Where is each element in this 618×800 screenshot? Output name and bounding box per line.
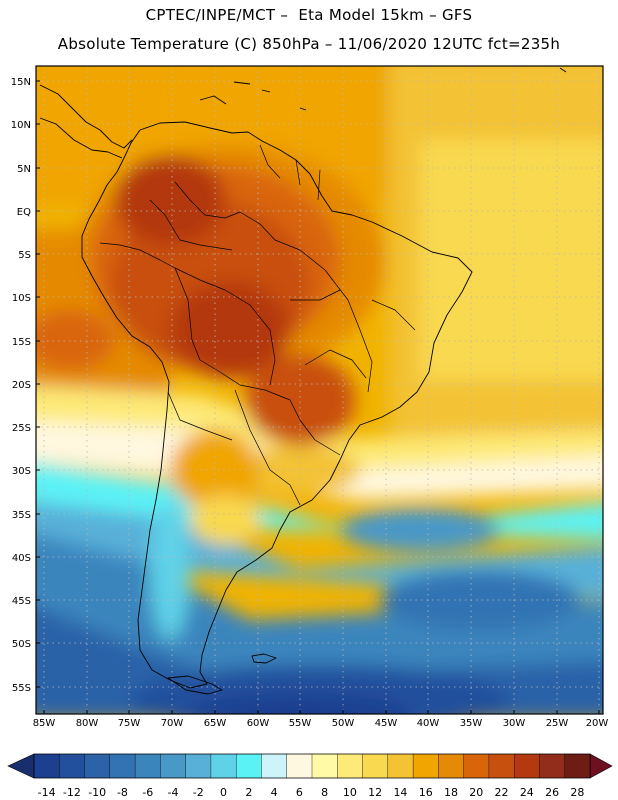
lon-label: 25W (546, 718, 569, 729)
lat-label: 25S (12, 423, 31, 434)
lon-label: 55W (289, 718, 312, 729)
colorbar-swatch (59, 753, 86, 779)
lat-label: 5S (18, 250, 31, 261)
colorbar-label: 18 (444, 786, 458, 799)
lat-label: 15N (11, 77, 31, 88)
colorbar-label: -2 (193, 786, 204, 799)
lon-label: 75W (118, 718, 141, 729)
lon-label: 85W (33, 718, 56, 729)
latitude-axis: 15N 10N 5N EQ 5S 10S 15S 20S 25S 30S 35S… (11, 77, 40, 694)
lon-label: 65W (204, 718, 227, 729)
caribbean-islands (199, 67, 567, 111)
south-america-coastline (81, 121, 473, 689)
longitude-axis: 85W 80W 75W 70W 65W 60W 55W 50W 45W 40W … (33, 710, 609, 729)
colorbar-swatch (362, 753, 389, 779)
colorbar-label: -8 (117, 786, 128, 799)
colorbar-swatch (261, 753, 288, 779)
colorbar-swatch (438, 753, 465, 779)
colorbar-label: -12 (63, 786, 81, 799)
colorbar-label: 14 (393, 786, 407, 799)
colorbar-label: 22 (495, 786, 509, 799)
tierra-del-fuego (167, 675, 223, 695)
coastlines (39, 67, 567, 695)
lon-label: 50W (332, 718, 355, 729)
lon-label: 20W (586, 718, 609, 729)
lon-label: 70W (161, 718, 184, 729)
colorbar-label: -6 (142, 786, 153, 799)
lat-label: 15S (12, 337, 31, 348)
lat-label: 10N (11, 120, 31, 131)
lat-label: 35S (12, 510, 31, 521)
colorbar-label: 16 (419, 786, 433, 799)
central-america-coastline (39, 84, 133, 159)
colorbar-high-arrow (589, 753, 613, 779)
colorbar-swatch (286, 753, 313, 779)
lat-label: 10S (12, 293, 31, 304)
lat-label: 40S (12, 553, 31, 564)
colorbar-label: -4 (168, 786, 179, 799)
chart-title: CPTEC/INPE/MCT – Eta Model 15km – GFS (145, 6, 473, 24)
lat-label: 45S (12, 596, 31, 607)
lon-label: 40W (417, 718, 440, 729)
lat-label: 20S (12, 380, 31, 391)
temperature-field (36, 66, 603, 714)
colorbar-label: 12 (368, 786, 382, 799)
colorbar-label: 24 (520, 786, 534, 799)
colorbar-label: 28 (570, 786, 584, 799)
lon-label: 35W (460, 718, 483, 729)
lat-label: EQ (17, 207, 31, 218)
colorbar-label: 26 (545, 786, 559, 799)
lat-label: 50S (12, 639, 31, 650)
colorbar-swatch (33, 753, 60, 779)
colorbar-swatch (109, 753, 136, 779)
colorbar-swatch (235, 753, 262, 779)
colorbar-label: 4 (271, 786, 278, 799)
lon-label: 60W (247, 718, 270, 729)
colorbar-label: 6 (296, 786, 303, 799)
colorbar-swatch (311, 753, 338, 779)
colorbar-swatch (185, 753, 212, 779)
colorbar-label: 0 (220, 786, 227, 799)
lon-label: 80W (76, 718, 99, 729)
political-borders (99, 144, 416, 506)
colorbar-swatch (513, 753, 540, 779)
lon-label: 30W (503, 718, 526, 729)
lon-label: 45W (375, 718, 398, 729)
graticule (36, 66, 603, 714)
colorbar: -14 -12 -10 -8 -6 -4 -2 0 2 4 6 8 10 12 14 16 18 20 22 24 26… (7, 753, 613, 799)
falklands (251, 653, 277, 664)
colorbar-swatch (134, 753, 161, 779)
colorbar-low-arrow (7, 753, 35, 779)
colorbar-swatch (463, 753, 490, 779)
colorbar-swatch (564, 753, 591, 779)
colorbar-swatch (412, 753, 439, 779)
lat-label: 5N (17, 164, 31, 175)
colorbar-swatch (337, 753, 364, 779)
colorbar-label: 10 (343, 786, 357, 799)
colorbar-swatch (210, 753, 237, 779)
colorbar-swatch (488, 753, 515, 779)
colorbar-label: 8 (321, 786, 328, 799)
lat-label: 55S (12, 683, 31, 694)
colorbar-swatch (160, 753, 187, 779)
colorbar-swatch (387, 753, 414, 779)
colorbar-swatch (539, 753, 566, 779)
lat-label: 30S (12, 466, 31, 477)
colorbar-label: -14 (38, 786, 56, 799)
chart-subtitle: Absolute Temperature (C) 850hPa – 11/06/… (57, 35, 561, 53)
map-frame (35, 65, 604, 715)
colorbar-label: 2 (245, 786, 252, 799)
colorbar-label: 20 (469, 786, 483, 799)
colorbar-label: -10 (88, 786, 106, 799)
colorbar-swatch (84, 753, 111, 779)
